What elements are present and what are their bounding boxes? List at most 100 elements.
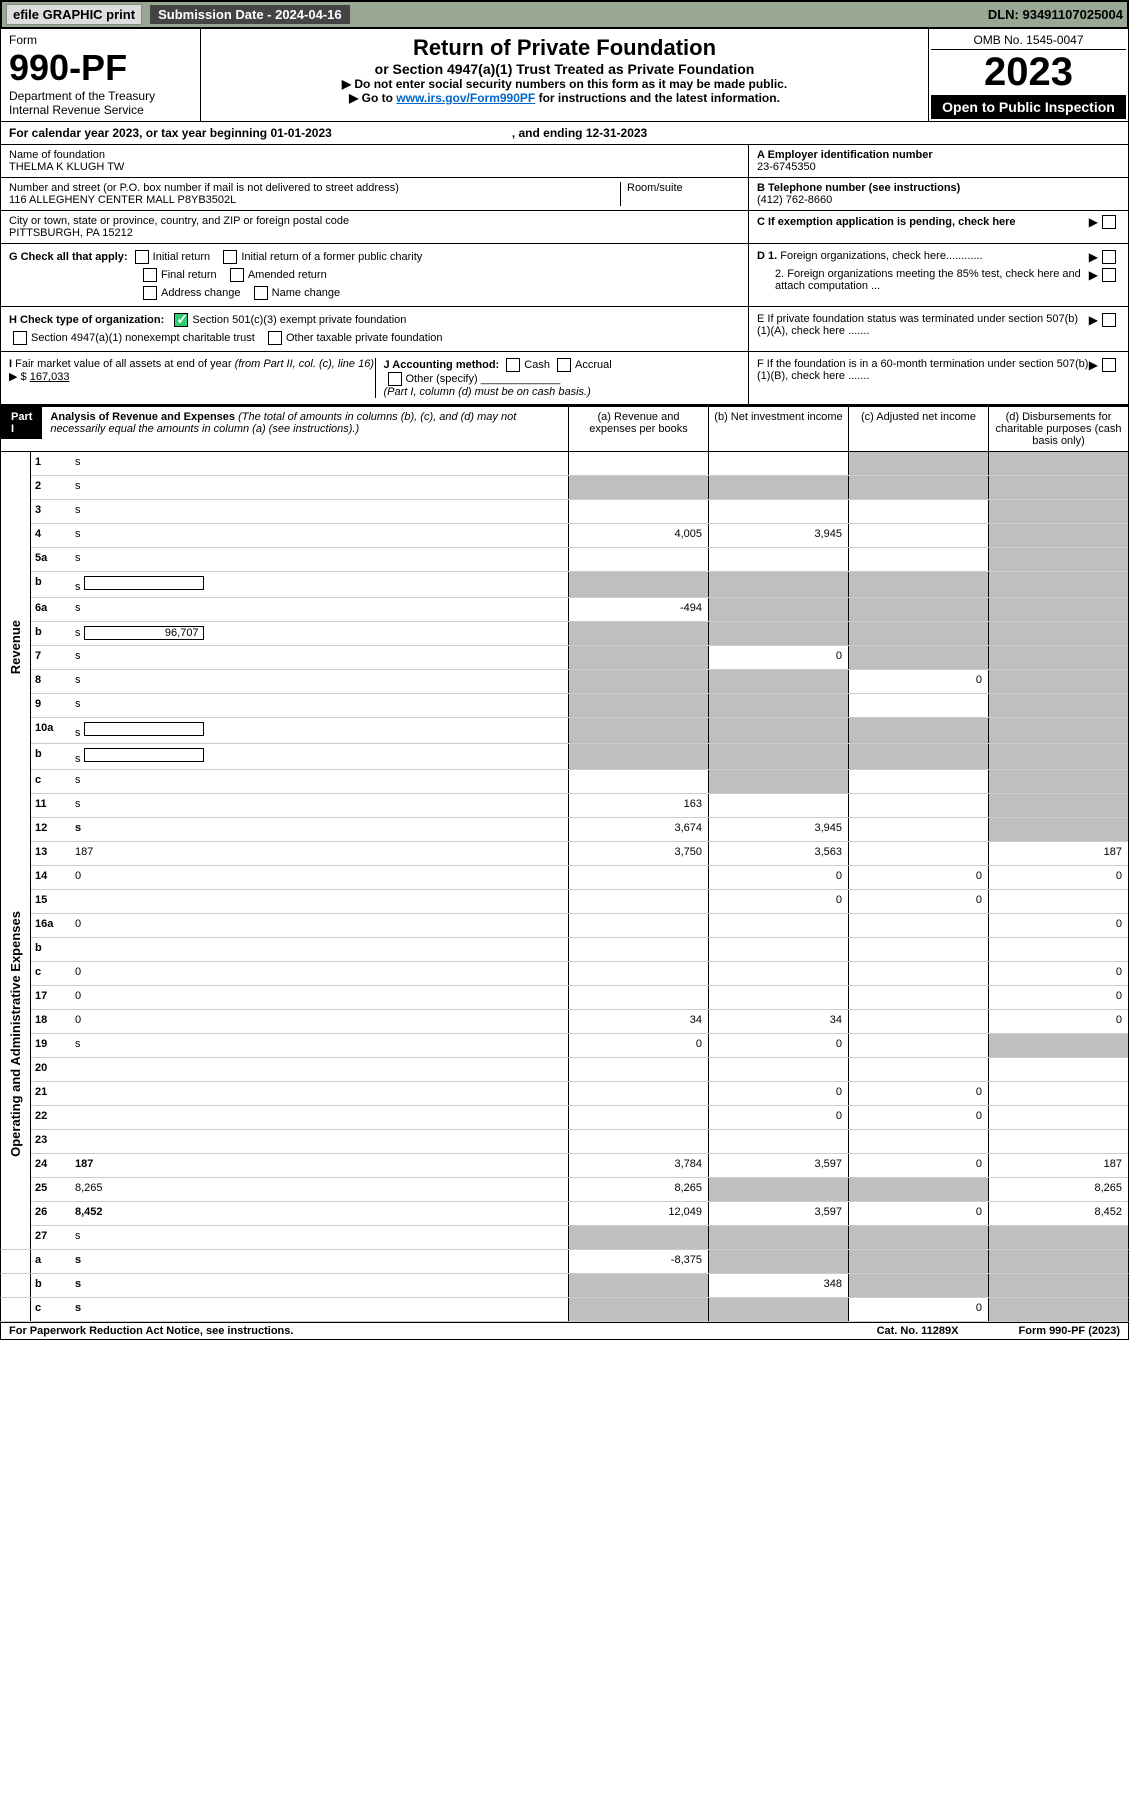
cell-value: 0 [848, 1202, 988, 1225]
cell-value [568, 1058, 708, 1081]
cell-shaded [848, 744, 988, 769]
cell-shaded [848, 1250, 988, 1273]
cell-shaded [848, 572, 988, 597]
line-number: 26 [31, 1202, 71, 1225]
net-section: 27sas-8,375bs348cs0 [0, 1226, 1129, 1322]
e-label: E If private foundation status was termi… [757, 313, 1089, 337]
cell-value: 0 [708, 1106, 848, 1129]
col-c-header: (c) Adjusted net income [848, 407, 988, 451]
form-number: 990-PF [9, 47, 192, 89]
checks-row-ij: I Fair market value of all assets at end… [0, 352, 1129, 405]
line-desc: s [71, 670, 568, 693]
cell-value: 3,945 [708, 818, 848, 841]
cell-shaded [568, 1298, 708, 1321]
cell-value [848, 794, 988, 817]
c-checkbox[interactable] [1102, 215, 1116, 229]
line-number: 18 [31, 1010, 71, 1033]
cell-value [568, 962, 708, 985]
h-4947-checkbox[interactable] [13, 331, 27, 345]
g-amended-return[interactable] [230, 268, 244, 282]
cell-value: 187 [988, 842, 1128, 865]
form-ref: Form 990-PF (2023) [1019, 1325, 1121, 1337]
h-other-checkbox[interactable] [268, 331, 282, 345]
cell-value: 0 [988, 962, 1128, 985]
cell-shaded [988, 1298, 1128, 1321]
d1-label: D 1. Foreign organizations, check here..… [757, 250, 1089, 264]
cell-shaded [568, 476, 708, 499]
city-value: PITTSBURGH, PA 15212 [9, 227, 740, 239]
cell-value [848, 1034, 988, 1057]
cell-shaded [988, 744, 1128, 769]
j-other-checkbox[interactable] [388, 372, 402, 386]
line-desc: s [71, 572, 568, 597]
cell-shaded [568, 694, 708, 717]
line-number: 15 [31, 890, 71, 913]
side-spacer [1, 1298, 31, 1321]
cell-shaded [708, 718, 848, 743]
d2-checkbox[interactable] [1102, 268, 1116, 282]
line-number: 16a [31, 914, 71, 937]
e-checkbox[interactable] [1102, 313, 1116, 327]
line-26: 268,45212,0493,59708,452 [31, 1202, 1128, 1226]
line-22: 2200 [31, 1106, 1128, 1130]
cell-shaded [568, 646, 708, 669]
line-desc: s 96,707 [71, 622, 568, 645]
line-desc: s [71, 1226, 568, 1249]
cell-value [568, 914, 708, 937]
calendar-year-row: For calendar year 2023, or tax year begi… [0, 122, 1129, 145]
g-initial-return[interactable] [135, 250, 149, 264]
f-label: F If the foundation is in a 60-month ter… [757, 358, 1089, 382]
line-8: 8s0 [31, 670, 1128, 694]
irs-link[interactable]: www.irs.gov/Form990PF [396, 91, 535, 105]
opex-section: Operating and Administrative Expenses 13… [0, 842, 1129, 1226]
irs-label: Internal Revenue Service [9, 103, 192, 117]
cell-value [568, 500, 708, 523]
cell-shaded [988, 646, 1128, 669]
opex-side-label: Operating and Administrative Expenses [8, 911, 23, 1157]
cell-shaded [568, 572, 708, 597]
f-checkbox[interactable] [1102, 358, 1116, 372]
line-11: 11s163 [31, 794, 1128, 818]
page-footer: For Paperwork Reduction Act Notice, see … [0, 1322, 1129, 1340]
g-address-change[interactable] [143, 286, 157, 300]
checks-row-g: G Check all that apply: Initial return I… [0, 244, 1129, 307]
line-12: 12s3,6743,945 [31, 818, 1128, 842]
part1-label: Part I [1, 407, 42, 439]
revenue-section: Revenue 1s2s3s4s4,0053,9455asbs 6as-494b… [0, 452, 1129, 842]
line-25: 258,2658,2658,265 [31, 1178, 1128, 1202]
h-501c3-checkbox[interactable] [174, 313, 188, 327]
cell-value [568, 866, 708, 889]
j-cash-checkbox[interactable] [506, 358, 520, 372]
g-initial-former[interactable] [223, 250, 237, 264]
top-bar: efile GRAPHIC print Submission Date - 20… [0, 0, 1129, 29]
cell-shaded [988, 818, 1128, 841]
cell-value: 0 [708, 866, 848, 889]
cell-shaded [988, 670, 1128, 693]
efile-print-button[interactable]: efile GRAPHIC print [6, 4, 142, 25]
line-number: c [31, 770, 71, 793]
cell-shaded [988, 622, 1128, 645]
cell-shaded [708, 670, 848, 693]
omb-number: OMB No. 1545-0047 [931, 31, 1126, 50]
cell-value [988, 1082, 1128, 1105]
j-accrual-checkbox[interactable] [557, 358, 571, 372]
line-desc: 0 [71, 866, 568, 889]
line-number: 24 [31, 1154, 71, 1177]
c-exemption-label: C If exemption application is pending, c… [757, 216, 1089, 228]
d1-checkbox[interactable] [1102, 250, 1116, 264]
cell-value [708, 914, 848, 937]
cell-shaded [568, 718, 708, 743]
line-desc: s [71, 646, 568, 669]
cell-shaded [848, 1274, 988, 1297]
form-title: Return of Private Foundation [207, 35, 922, 61]
cell-shaded [708, 694, 848, 717]
line-number: 14 [31, 866, 71, 889]
g-final-return[interactable] [143, 268, 157, 282]
col-a-header: (a) Revenue and expenses per books [568, 407, 708, 451]
g-name-change[interactable] [254, 286, 268, 300]
cell-shaded [848, 718, 988, 743]
line-desc: s [71, 744, 568, 769]
cell-value [848, 1058, 988, 1081]
line-desc: s [71, 452, 568, 475]
line-6a: 6as-494 [31, 598, 1128, 622]
